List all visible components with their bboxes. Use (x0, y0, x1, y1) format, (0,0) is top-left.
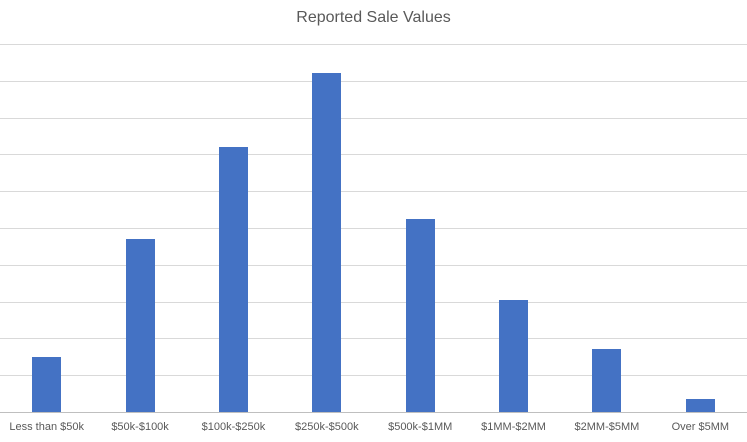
bar (405, 218, 435, 412)
bar (125, 239, 155, 412)
x-axis-label: Less than $50k (9, 421, 84, 433)
gridline (0, 80, 747, 82)
bar (218, 147, 248, 412)
gridline (0, 117, 747, 119)
gridline (0, 228, 747, 229)
gridline (0, 264, 747, 266)
x-axis-label: $1MM-$2MM (481, 421, 546, 433)
bar (499, 299, 529, 412)
gridline (0, 191, 747, 193)
x-axis-labels: Less than $50k $50k-$100k $100k-$250k $250k… (0, 413, 747, 437)
chart-title: Reported Sale Values (296, 9, 451, 26)
gridline (0, 301, 747, 303)
x-axis-label: $250k-$500k (295, 421, 359, 433)
gridline (0, 154, 747, 156)
x-axis-label: Over $5MM (671, 421, 730, 433)
gridline (0, 338, 747, 340)
gridline (0, 375, 747, 377)
x-axis-label: $100k-$250k (201, 421, 266, 433)
plot-area (0, 44, 747, 413)
bar (685, 399, 715, 412)
x-axis-label: $2MM-$5MM (574, 421, 640, 433)
x-axis-label: $500k-$1MM (388, 421, 453, 433)
bar (32, 356, 62, 412)
gridline (0, 44, 747, 45)
x-axis-label: $50k-$100k (111, 421, 169, 433)
bar (592, 349, 622, 412)
bar (312, 73, 342, 412)
